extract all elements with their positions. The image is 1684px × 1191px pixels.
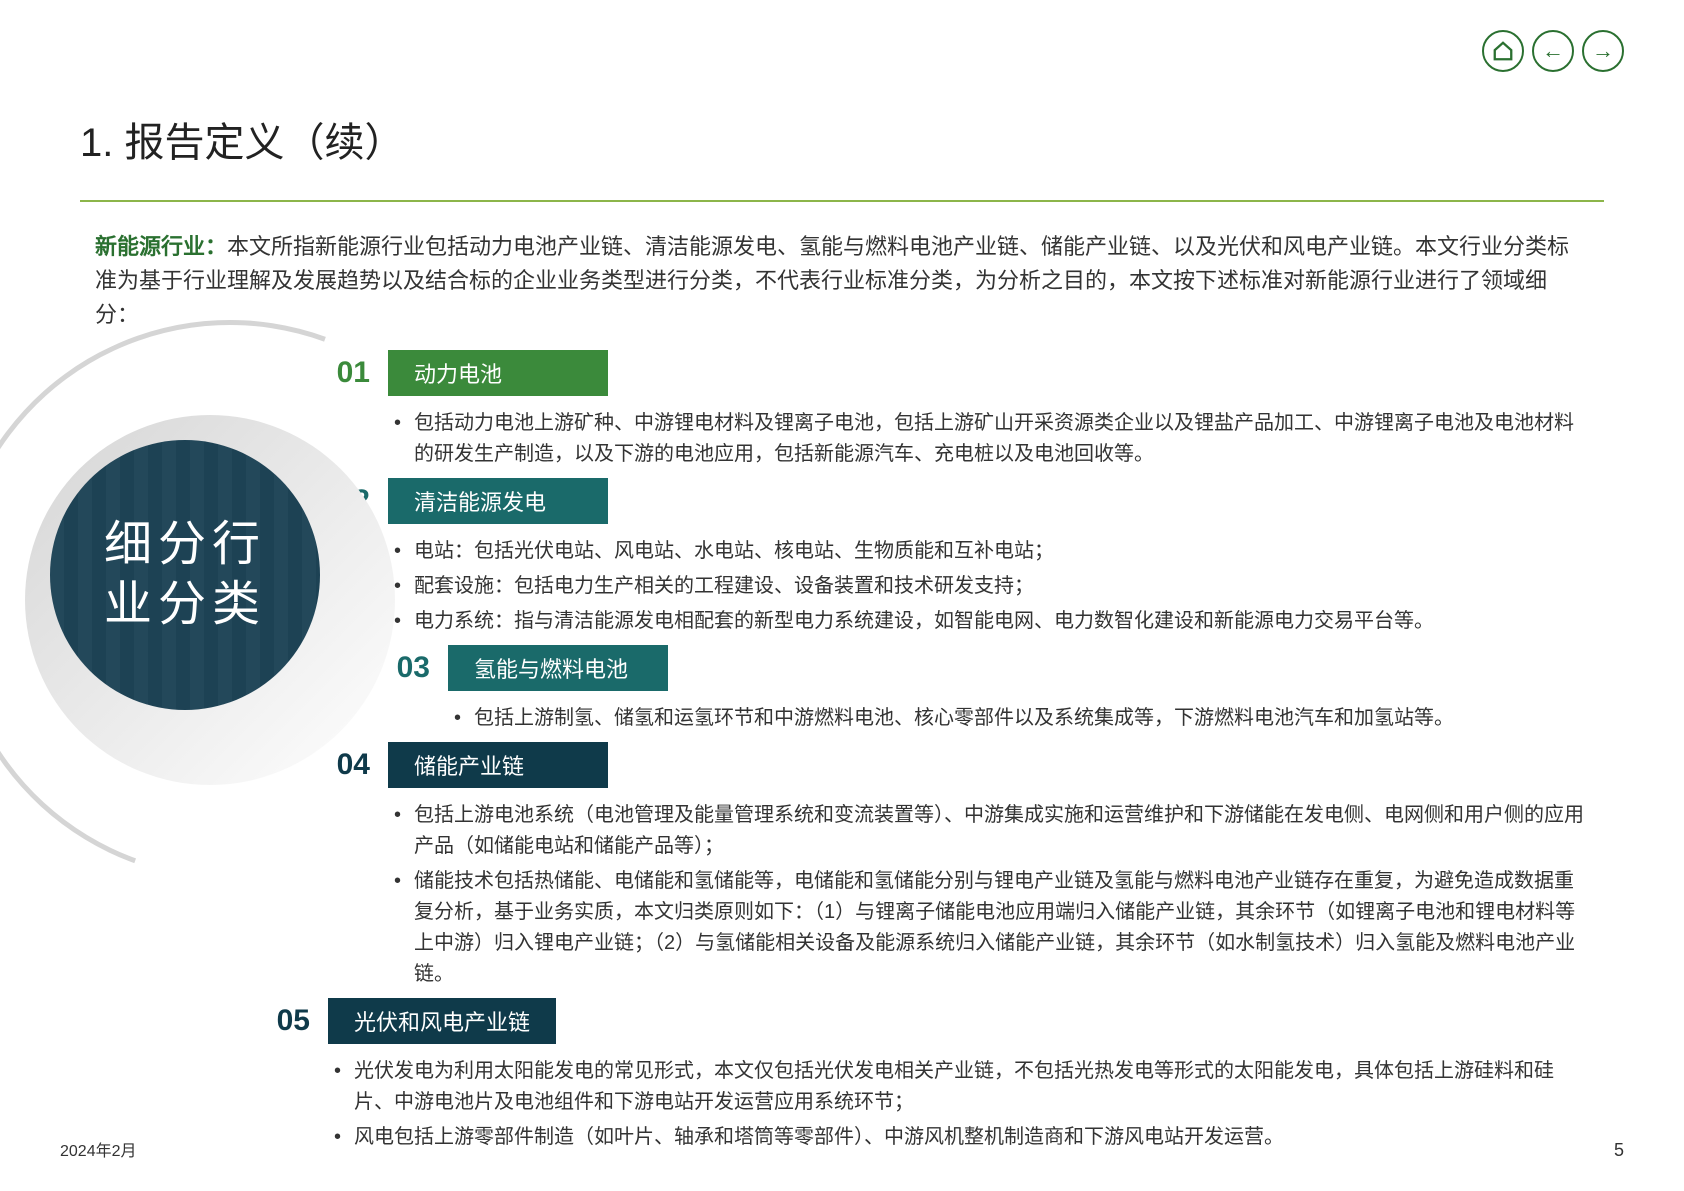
section-05: 05 光伏和风电产业链光伏发电为利用太阳能发电的常见形式，本文仅包括光伏发电相关产… bbox=[260, 998, 1589, 1153]
section-body: 包括上游电池系统（电池管理及能量管理系统和变流装置等）、中游集成实施和运营维护和… bbox=[390, 800, 1589, 990]
section-body: 包括动力电池上游矿种、中游锂电材料及锂离子电池，包括上游矿山开采资源类企业以及锂… bbox=[390, 408, 1589, 470]
footer-page: 5 bbox=[1614, 1140, 1624, 1161]
circle-image: 细分行 业分类 bbox=[50, 440, 320, 710]
section-header: 02清洁能源发电 bbox=[320, 478, 1589, 524]
bullet-item: 电力系统：指与清洁能源发电相配套的新型电力系统建设，如智能电网、电力数智化建设和… bbox=[390, 606, 1589, 637]
bullet-item: 电站：包括光伏电站、风电站、水电站、核电站、生物质能和互补电站； bbox=[390, 536, 1589, 567]
bullet-item: 包括上游制氢、储氢和运氢环节和中游燃料电池、核心零部件以及系统集成等，下游燃料电… bbox=[450, 703, 1589, 734]
sections-list: 01动力电池包括动力电池上游矿种、中游锂电材料及锂离子电池，包括上游矿山开采资源… bbox=[320, 350, 1589, 1153]
home-icon[interactable] bbox=[1482, 30, 1524, 72]
section-body: 光伏发电为利用太阳能发电的常见形式，本文仅包括光伏发电相关产业链，不包括光热发电… bbox=[330, 1056, 1589, 1153]
section-number: 05 bbox=[260, 1004, 310, 1038]
section-01: 01动力电池包括动力电池上游矿种、中游锂电材料及锂离子电池，包括上游矿山开采资源… bbox=[320, 350, 1589, 470]
section-body: 电站：包括光伏电站、风电站、水电站、核电站、生物质能和互补电站； 配套设施：包括电… bbox=[390, 536, 1589, 637]
bullet-item: 包括动力电池上游矿种、中游锂电材料及锂离子电池，包括上游矿山开采资源类企业以及锂… bbox=[390, 408, 1589, 470]
section-header: 03氢能与燃料电池 bbox=[380, 645, 1589, 691]
bullet-item: 风电包括上游零部件制造（如叶片、轴承和塔筒等零部件）、中游风机整机制造商和下游风… bbox=[330, 1122, 1589, 1153]
section-04: 04储能产业链包括上游电池系统（电池管理及能量管理系统和变流装置等）、中游集成实… bbox=[320, 742, 1589, 990]
bullet-item: 包括上游电池系统（电池管理及能量管理系统和变流装置等）、中游集成实施和运营维护和… bbox=[390, 800, 1589, 862]
section-header: 04储能产业链 bbox=[320, 742, 1589, 788]
page-title: 1. 报告定义（续） bbox=[80, 110, 404, 168]
section-label-bar: 光伏和风电产业链 bbox=[328, 998, 556, 1044]
circle-label: 细分行 业分类 bbox=[104, 515, 266, 635]
intro-text: 本文所指新能源行业包括动力电池产业链、清洁能源发电、氢能与燃料电池产业链、储能产… bbox=[95, 234, 1569, 327]
intro-lead: 新能源行业： bbox=[95, 234, 227, 259]
next-icon[interactable]: → bbox=[1582, 30, 1624, 72]
bullet-item: 配套设施：包括电力生产相关的工程建设、设备装置和技术研发支持； bbox=[390, 571, 1589, 602]
intro-paragraph: 新能源行业：本文所指新能源行业包括动力电池产业链、清洁能源发电、氢能与燃料电池产… bbox=[95, 230, 1589, 332]
section-header: 01动力电池 bbox=[320, 350, 1589, 396]
bullet-item: 光伏发电为利用太阳能发电的常见形式，本文仅包括光伏发电相关产业链，不包括光热发电… bbox=[330, 1056, 1589, 1118]
section-02: 02清洁能源发电电站：包括光伏电站、风电站、水电站、核电站、生物质能和互补电站；… bbox=[320, 478, 1589, 637]
arc-inner: 细分行 业分类 bbox=[25, 415, 395, 785]
section-label-bar: 动力电池 bbox=[388, 350, 608, 396]
section-header: 05 光伏和风电产业链 bbox=[260, 998, 1589, 1044]
footer-date: 2024年2月 bbox=[60, 1137, 137, 1161]
section-03: 03氢能与燃料电池包括上游制氢、储氢和运氢环节和中游燃料电池、核心零部件以及系统… bbox=[380, 645, 1589, 734]
nav-icons: ← → bbox=[1482, 30, 1624, 72]
prev-icon[interactable]: ← bbox=[1532, 30, 1574, 72]
category-circle: 细分行 业分类 bbox=[50, 440, 370, 760]
bullet-item: 储能技术包括热储能、电储能和氢储能等，电储能和氢储能分别与锂电产业链及氢能与燃料… bbox=[390, 866, 1589, 990]
title-divider bbox=[80, 200, 1604, 202]
section-body: 包括上游制氢、储氢和运氢环节和中游燃料电池、核心零部件以及系统集成等，下游燃料电… bbox=[450, 703, 1589, 734]
